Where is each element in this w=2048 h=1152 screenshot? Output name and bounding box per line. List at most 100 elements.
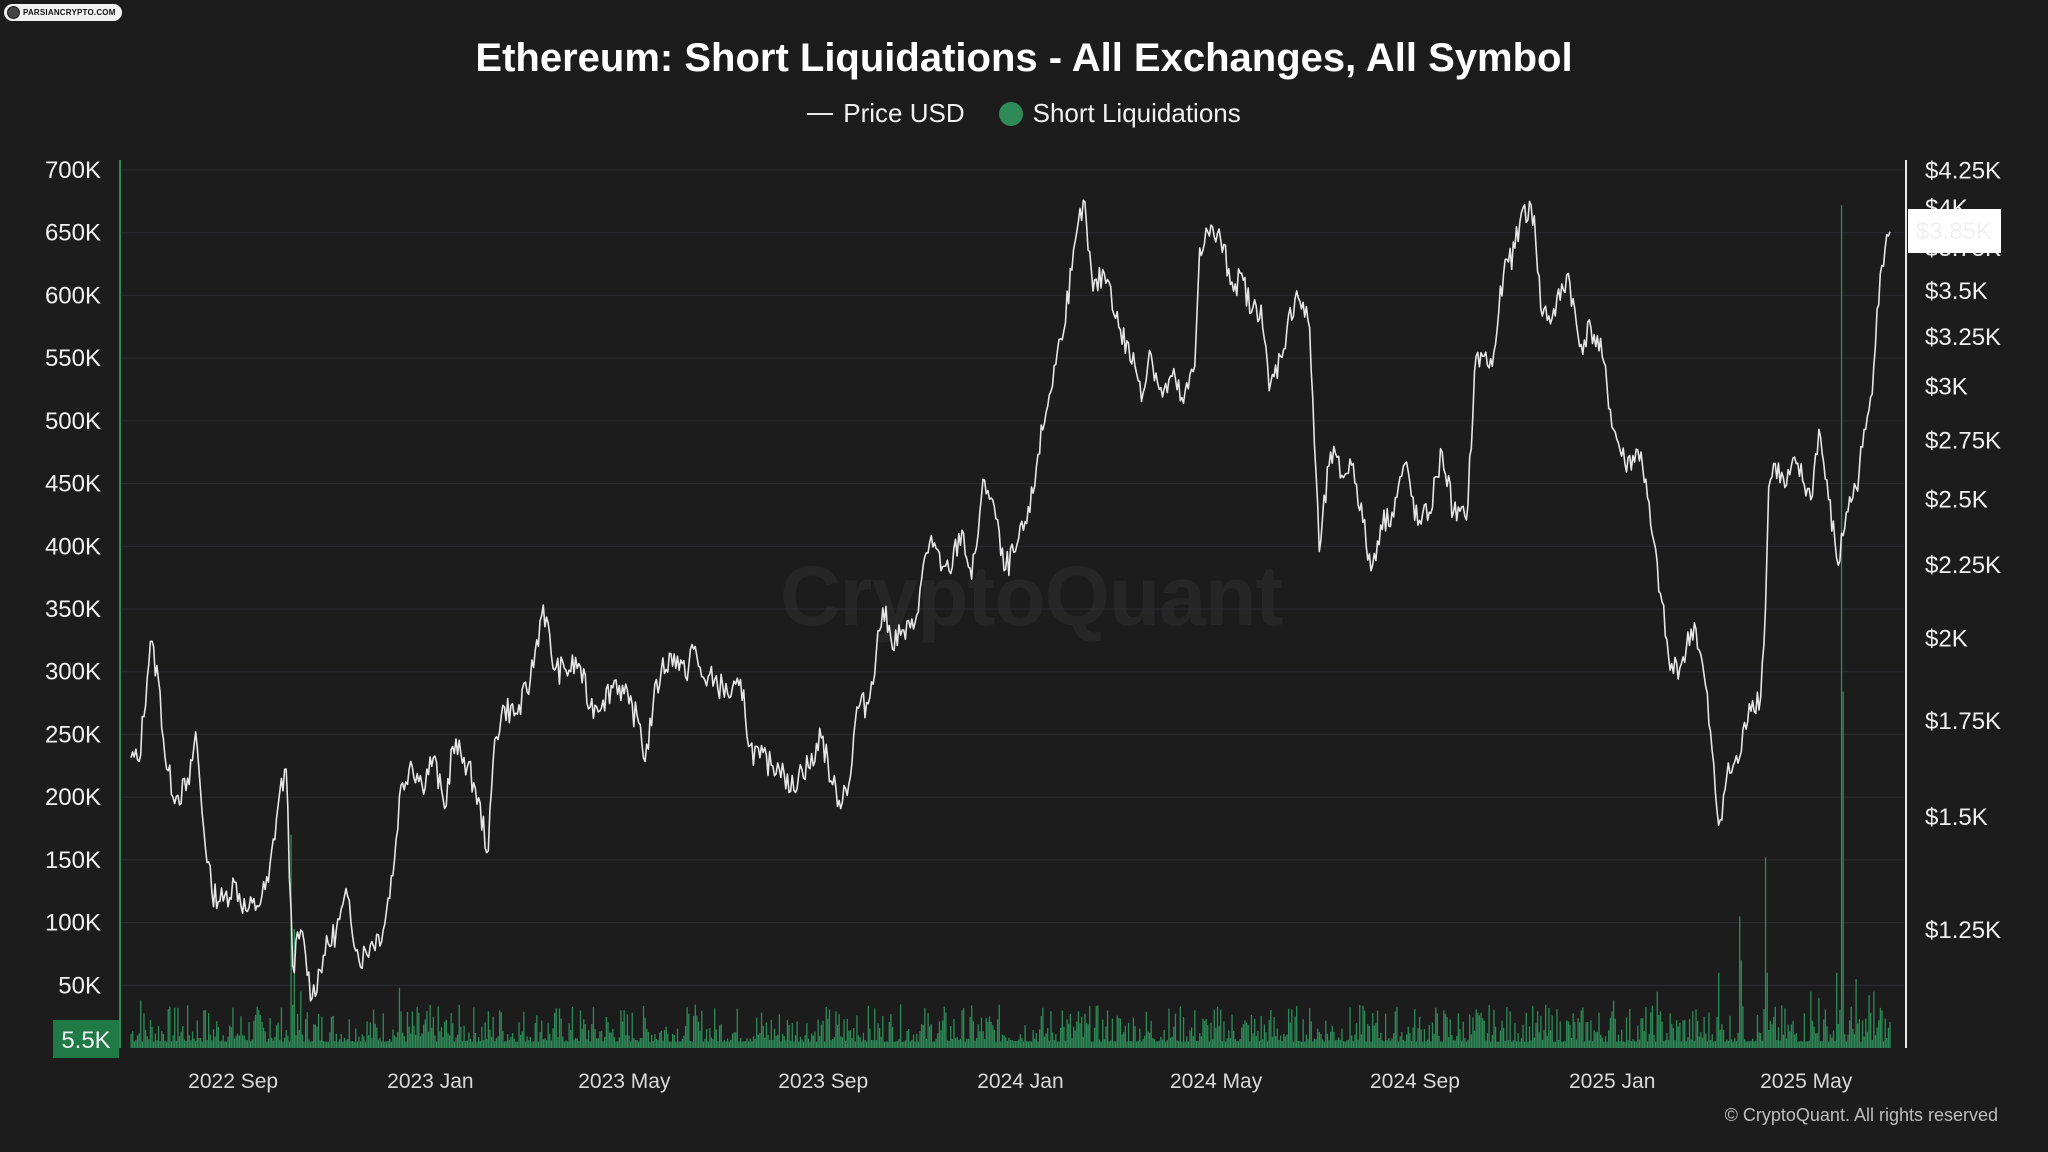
liquidation-bar xyxy=(880,1036,882,1048)
liquidation-bar xyxy=(1176,1040,1178,1048)
liquidation-bar xyxy=(799,1036,802,1048)
liquidation-bar xyxy=(1425,1041,1427,1048)
liquidation-bar xyxy=(1559,1021,1561,1048)
liquidation-bar xyxy=(1244,1020,1246,1048)
liquidation-bar xyxy=(832,1039,834,1048)
liquidation-bar xyxy=(762,1026,764,1048)
liquidation-bar xyxy=(1724,1041,1726,1048)
liquidation-bar xyxy=(715,1029,717,1048)
liquidation-bar xyxy=(851,1038,853,1048)
liquidation-bar xyxy=(770,1019,772,1048)
liquidation-bar xyxy=(484,1022,486,1048)
liquidation-bar xyxy=(1580,1010,1582,1048)
liquidation-bar xyxy=(841,1037,844,1048)
liquidation-bar xyxy=(1250,1014,1253,1048)
liquidation-bar xyxy=(149,1019,152,1048)
liquidation-bar xyxy=(961,1010,963,1048)
liquidation-bar xyxy=(1441,1041,1443,1048)
liquidation-bar xyxy=(1837,1024,1839,1048)
left-tick-label: 650K xyxy=(45,220,101,247)
liquidation-bar xyxy=(1205,1018,1207,1048)
liquidation-bar xyxy=(269,1017,271,1048)
liquidation-bar xyxy=(1861,1020,1864,1048)
liquidation-bar xyxy=(521,1031,523,1048)
liquidation-bar xyxy=(1654,1041,1657,1048)
liquidation-bar xyxy=(266,1041,268,1048)
liquidation-bar xyxy=(718,1025,721,1048)
liquidation-bar xyxy=(1384,1013,1387,1048)
liquidation-bar xyxy=(712,1039,714,1048)
liquidation-bar xyxy=(243,1035,245,1048)
liquidation-bar xyxy=(659,1032,661,1048)
liquidation-bar xyxy=(520,1035,522,1048)
liquidation-bar xyxy=(1118,1018,1120,1048)
liquidation-bar xyxy=(216,1021,218,1048)
liquidation-bar xyxy=(696,1015,698,1048)
liquidation-bar xyxy=(1882,1041,1885,1048)
liquidation-bar xyxy=(568,1023,570,1048)
liquidation-bar xyxy=(159,1041,161,1048)
liquidation-bar xyxy=(988,1016,991,1048)
liquidation-bar xyxy=(204,1009,207,1048)
liquidation-bar xyxy=(870,1039,873,1048)
liquidation-bar xyxy=(1064,1040,1067,1048)
liquidation-bar xyxy=(259,1014,262,1048)
liquidation-bar xyxy=(1142,1038,1144,1048)
liquidation-bar xyxy=(1847,1034,1849,1048)
liquidation-bar xyxy=(1126,1041,1128,1048)
liquidation-bar xyxy=(1878,1020,1880,1048)
liquidation-bar xyxy=(1097,1005,1099,1048)
liquidation-bar xyxy=(1621,1029,1623,1048)
liquidation-bar xyxy=(272,1040,274,1048)
left-tick-label: 550K xyxy=(45,345,101,372)
liquidation-bar xyxy=(507,1034,509,1048)
liquidation-bar xyxy=(878,1027,881,1048)
liquidation-bar xyxy=(376,1027,378,1048)
liquidation-bar xyxy=(138,1033,140,1048)
liquidation-bar xyxy=(717,1041,719,1048)
liquidation-bar xyxy=(1646,1041,1649,1048)
liquidation-bar xyxy=(621,1021,624,1048)
right-tick-label: $2.25K xyxy=(1925,552,2001,579)
liquidation-bar xyxy=(1677,1026,1679,1048)
liquidation-bar xyxy=(1016,1040,1018,1048)
liquidation-bar xyxy=(856,1015,858,1048)
liquidation-bar xyxy=(835,1011,837,1048)
liquidation-bar xyxy=(338,1039,341,1048)
liquidation-bar xyxy=(347,1039,349,1048)
liquidation-bar xyxy=(693,1015,695,1048)
liquidation-bar xyxy=(1294,1016,1296,1048)
liquidation-bar xyxy=(1739,916,1741,1048)
liquidation-bar xyxy=(1874,1035,1877,1048)
liquidation-bar xyxy=(511,1033,514,1048)
liquidation-bar xyxy=(1019,1033,1021,1048)
liquidation-bar xyxy=(432,1016,435,1048)
liquidation-bar xyxy=(1735,1041,1738,1048)
liquidation-bar xyxy=(760,1012,763,1048)
liquidation-bar xyxy=(733,1032,735,1048)
liquidation-bar xyxy=(402,1032,404,1048)
liquidation-bar xyxy=(854,1041,856,1048)
badge-text: $3.85K xyxy=(1916,218,1992,245)
liquidation-bar xyxy=(809,1041,811,1048)
liquidation-bar xyxy=(927,1013,929,1048)
liquidation-bar xyxy=(950,1025,952,1048)
liquidation-bar xyxy=(1774,1006,1776,1048)
legend-item-price[interactable]: Price USD xyxy=(807,98,965,129)
liquidation-bar xyxy=(1643,1031,1645,1048)
liquidation-bar xyxy=(1863,1036,1865,1048)
liquidation-bar xyxy=(990,1021,992,1048)
liquidation-bar xyxy=(1506,1007,1508,1048)
legend-item-short-liquidations[interactable]: Short Liquidations xyxy=(998,98,1241,129)
liquidation-bar xyxy=(815,1041,818,1048)
liquidation-bar xyxy=(539,1032,541,1048)
liquidation-bar xyxy=(1790,1024,1793,1048)
liquidation-bar xyxy=(1344,1041,1346,1048)
liquidation-bar xyxy=(1047,1027,1049,1048)
liquidation-bar xyxy=(812,1035,814,1048)
liquidation-bar xyxy=(680,1041,682,1048)
liquidation-bar xyxy=(723,1040,726,1048)
liquidation-bar xyxy=(1124,1025,1126,1048)
liquidation-bar xyxy=(613,1037,616,1048)
liquidation-bar xyxy=(1233,1030,1235,1048)
